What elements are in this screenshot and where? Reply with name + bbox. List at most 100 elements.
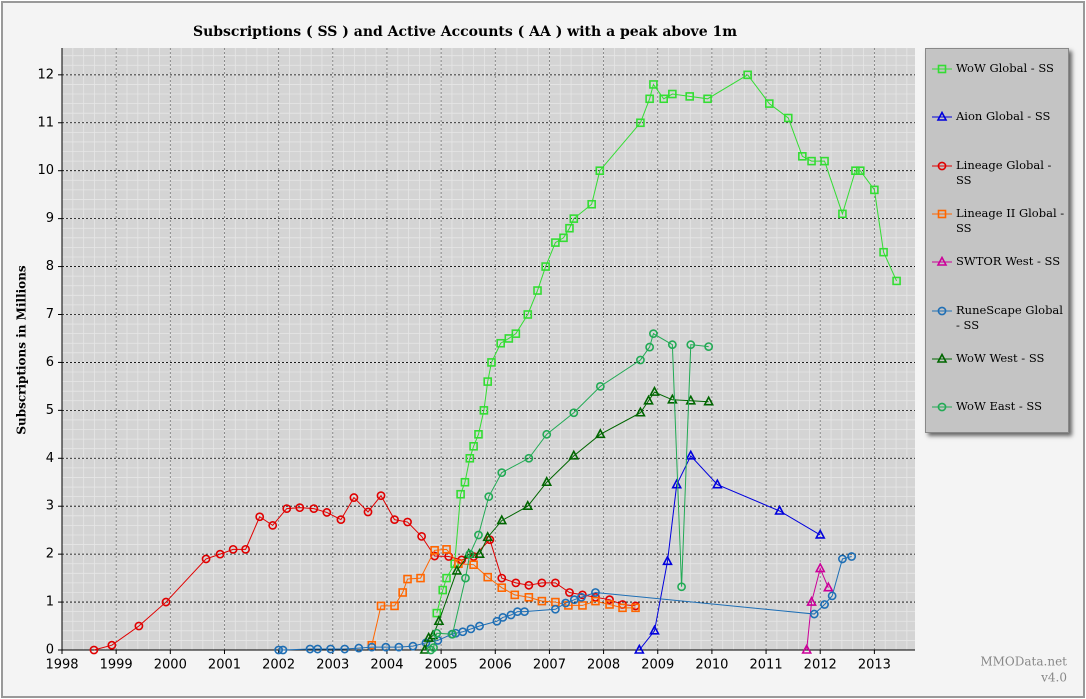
marker (469, 560, 478, 569)
marker (703, 395, 714, 406)
series-line (638, 455, 821, 651)
y-tick-label: 11 (37, 115, 54, 130)
marker (461, 573, 470, 583)
x-tick-label: 2007 (533, 658, 566, 673)
marker (667, 340, 677, 350)
marker (814, 528, 826, 539)
marker (349, 493, 359, 502)
marker (565, 223, 574, 233)
marker (381, 642, 391, 652)
marker (394, 642, 404, 652)
marker (704, 342, 714, 352)
marker (390, 515, 399, 525)
legend-item: Lineage II Global - SS (932, 206, 1066, 236)
x-tick-label: 2012 (804, 658, 837, 673)
legend-swatch (932, 111, 952, 122)
marker (578, 601, 587, 610)
x-tick-label: 1999 (100, 658, 133, 673)
marker (438, 585, 448, 595)
marker (484, 492, 494, 502)
marker (403, 517, 412, 527)
y-tick-label: 2 (46, 547, 54, 562)
legend-label: Lineage Global - SS (956, 157, 1052, 187)
marker (408, 641, 418, 651)
marker (533, 286, 542, 295)
legend-item: Aion Global - SS (932, 109, 1066, 124)
marker (827, 591, 837, 601)
y-tick-label: 3 (46, 499, 54, 514)
y-tick-label: 8 (46, 259, 54, 274)
y-tick-label: 1 (46, 595, 54, 610)
marker (847, 552, 857, 561)
marker (456, 489, 465, 499)
marker (542, 429, 552, 439)
marker (937, 209, 947, 219)
marker (460, 477, 470, 487)
marker (107, 640, 117, 650)
series-line (93, 494, 636, 651)
legend-label: RuneScape Global - SS (956, 302, 1063, 332)
marker (496, 514, 508, 525)
y-tick-label: 10 (37, 163, 54, 178)
marker (820, 156, 829, 166)
marker (550, 604, 560, 614)
marker (416, 573, 425, 583)
series-line (371, 548, 636, 646)
marker (241, 544, 250, 554)
marker (479, 406, 489, 415)
marker (541, 476, 553, 487)
marker (879, 247, 888, 257)
legend-label: SWTOR West - SS (956, 254, 1061, 269)
marker (483, 377, 492, 386)
marker (662, 555, 673, 566)
x-tick-label: 2006 (479, 658, 512, 673)
marker (492, 616, 502, 626)
legend-label: Aion Global - SS (956, 109, 1051, 124)
marker (442, 545, 451, 554)
y-tick-label: 4 (46, 451, 54, 466)
marker (430, 551, 440, 561)
marks (89, 70, 901, 655)
marker (433, 615, 445, 626)
plot-area (62, 48, 915, 650)
marker (482, 531, 494, 542)
marker (645, 342, 655, 352)
marker (522, 500, 534, 511)
marker (354, 643, 364, 653)
marker (295, 503, 305, 513)
legend-item: SWTOR West - SS (932, 254, 1066, 269)
marker (524, 592, 534, 602)
marker (510, 590, 520, 600)
marker (559, 233, 568, 243)
marker (807, 156, 816, 166)
marker (417, 532, 427, 541)
marker (322, 508, 332, 517)
marker (892, 276, 901, 286)
marker (685, 92, 694, 101)
legend-swatch (932, 64, 952, 74)
marker (814, 562, 826, 573)
marker (336, 515, 346, 525)
marker (537, 578, 547, 588)
marker (937, 402, 947, 412)
legend-item: WoW West - SS (932, 351, 1066, 366)
marker (595, 166, 605, 176)
marker (309, 504, 319, 514)
legend-item: RuneScape Global - SS (932, 303, 1066, 333)
x-tick-label: 2009 (641, 658, 674, 673)
marker (550, 578, 560, 588)
marker (671, 478, 683, 489)
x-tick-label: 2001 (208, 658, 241, 673)
y-tick-label: 0 (46, 643, 54, 658)
marker (636, 118, 645, 128)
marker (228, 544, 238, 554)
y-axis-label: Subscriptions in Millions (15, 265, 29, 435)
x-tick-label: 2002 (262, 658, 295, 673)
marker (551, 238, 560, 247)
marker (774, 504, 785, 515)
chart-title: Subscriptions ( SS ) and Active Accounts… (193, 24, 737, 40)
marker (524, 580, 534, 590)
marker (465, 549, 475, 559)
